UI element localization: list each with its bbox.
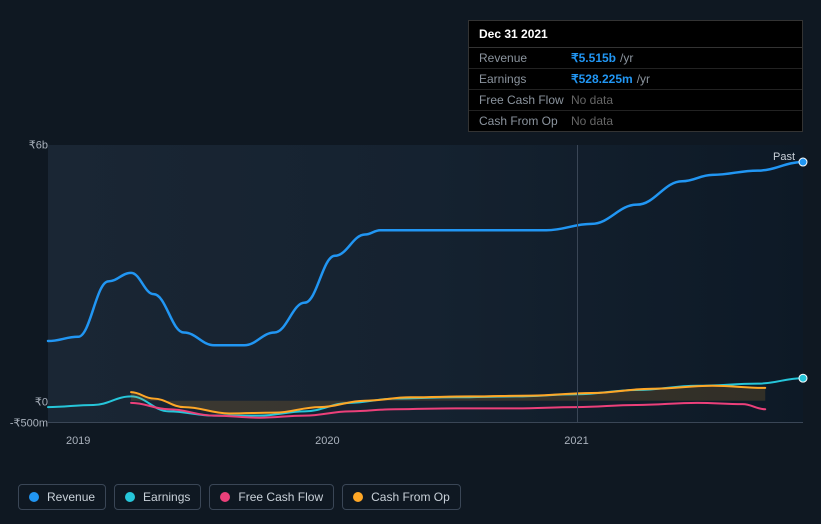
legend-swatch — [353, 492, 363, 502]
y-axis-label: -₹500m — [10, 417, 48, 430]
tooltip-nodata: No data — [571, 93, 613, 107]
chart-svg — [48, 145, 803, 422]
legend-swatch — [125, 492, 135, 502]
tooltip-value-suffix: /yr — [637, 72, 650, 86]
tooltip-row-label: Earnings — [479, 72, 571, 86]
tooltip-row: Earnings₹528.225m/yr — [469, 69, 802, 90]
tooltip-row: Cash From OpNo data — [469, 111, 802, 131]
y-axis-label: ₹6b — [29, 139, 48, 152]
plot-area[interactable]: Past — [48, 145, 803, 423]
chart-container: ₹6b₹0-₹500m Past 201920202021 — [18, 120, 803, 440]
legend-label: Revenue — [47, 490, 95, 504]
series-line-revenue — [48, 162, 803, 345]
reference-vline — [577, 145, 578, 422]
y-axis: ₹6b₹0-₹500m — [18, 120, 48, 440]
legend-swatch — [29, 492, 39, 502]
series-end-marker — [799, 158, 807, 166]
y-axis-label: ₹0 — [35, 395, 48, 408]
x-axis-label: 2019 — [66, 435, 90, 447]
series-end-marker — [799, 374, 807, 382]
legend: Revenue Earnings Free Cash Flow Cash From O… — [18, 484, 461, 510]
tooltip-value: ₹5.515b — [571, 51, 616, 65]
legend-item-cash-from-op[interactable]: Cash From Op — [342, 484, 461, 510]
legend-label: Earnings — [143, 490, 190, 504]
legend-item-earnings[interactable]: Earnings — [114, 484, 201, 510]
legend-swatch — [220, 492, 230, 502]
tooltip-value-suffix: /yr — [620, 51, 633, 65]
tooltip-row: Revenue₹5.515b/yr — [469, 48, 802, 69]
tooltip-nodata: No data — [571, 114, 613, 128]
legend-label: Free Cash Flow — [238, 490, 323, 504]
legend-label: Cash From Op — [371, 490, 450, 504]
chart-tooltip: Dec 31 2021 Revenue₹5.515b/yrEarnings₹52… — [468, 20, 803, 132]
legend-item-free-cash-flow[interactable]: Free Cash Flow — [209, 484, 334, 510]
x-axis-label: 2020 — [315, 435, 339, 447]
tooltip-row-label: Revenue — [479, 51, 571, 65]
x-axis-label: 2021 — [564, 435, 588, 447]
tooltip-row-label: Cash From Op — [479, 114, 571, 128]
tooltip-value: ₹528.225m — [571, 72, 633, 86]
tooltip-row: Free Cash FlowNo data — [469, 90, 802, 111]
tooltip-row-label: Free Cash Flow — [479, 93, 571, 107]
legend-item-revenue[interactable]: Revenue — [18, 484, 106, 510]
tooltip-date: Dec 31 2021 — [469, 21, 802, 48]
